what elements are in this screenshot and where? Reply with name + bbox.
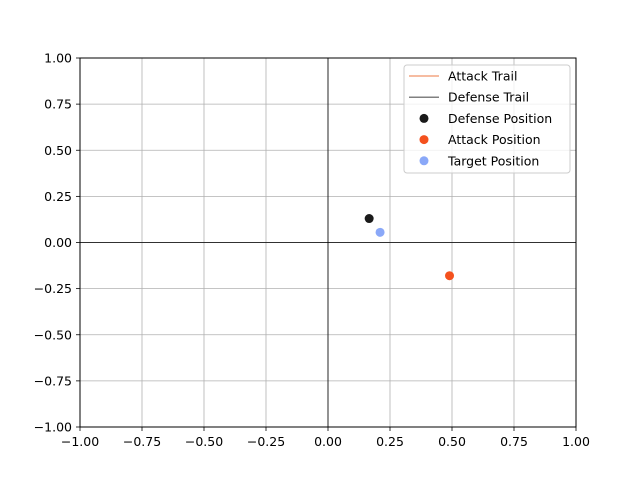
- legend-defense-trail-label: Defense Trail: [448, 90, 529, 105]
- legend: Attack Trail Defense Trail Defense Positio…: [403, 64, 571, 174]
- y-tick-label: −0.75: [34, 373, 72, 388]
- y-tick-label: −0.50: [34, 327, 72, 342]
- defense-position-marker: [364, 214, 374, 224]
- legend-target-position-swatch: [419, 156, 429, 166]
- y-axis-ticks: −1.00 −0.75 −0.50 −0.25 0.00 0.25 0.50 0.75 1.00: [34, 51, 80, 435]
- x-tick-label: −1.00: [61, 434, 99, 449]
- target-position-marker: [375, 227, 385, 237]
- legend-attack-position-label: Attack Position: [448, 132, 541, 147]
- position-markers: [364, 214, 455, 281]
- y-tick-label: 1.00: [44, 51, 72, 66]
- x-tick-label: 0.75: [500, 434, 528, 449]
- y-tick-label: 0.75: [44, 97, 72, 112]
- y-tick-label: 0.00: [44, 235, 72, 250]
- legend-target-position-label: Target Position: [447, 153, 539, 168]
- x-tick-label: −0.50: [185, 434, 223, 449]
- y-tick-label: −0.25: [34, 281, 72, 296]
- legend-attack-position-swatch: [419, 135, 429, 145]
- x-tick-label: 1.00: [562, 434, 590, 449]
- x-tick-label: −0.75: [123, 434, 161, 449]
- x-tick-label: 0.25: [376, 434, 404, 449]
- x-tick-label: 0.00: [314, 434, 342, 449]
- y-tick-label: 0.50: [44, 143, 72, 158]
- attack-position-marker: [445, 271, 455, 281]
- x-tick-label: −0.25: [247, 434, 285, 449]
- y-tick-label: −1.00: [34, 420, 72, 435]
- x-tick-label: 0.50: [438, 434, 466, 449]
- legend-box: [403, 64, 571, 174]
- legend-defense-position-label: Defense Position: [448, 111, 552, 126]
- zero-axis-lines: [80, 58, 576, 427]
- legend-defense-position-swatch: [419, 113, 429, 123]
- legend-attack-trail-label: Attack Trail: [448, 69, 517, 84]
- x-axis-ticks: −1.00 −0.75 −0.50 −0.25 0.00 0.25 0.50 0.75 1.00: [61, 427, 590, 449]
- y-tick-label: 0.25: [44, 189, 72, 204]
